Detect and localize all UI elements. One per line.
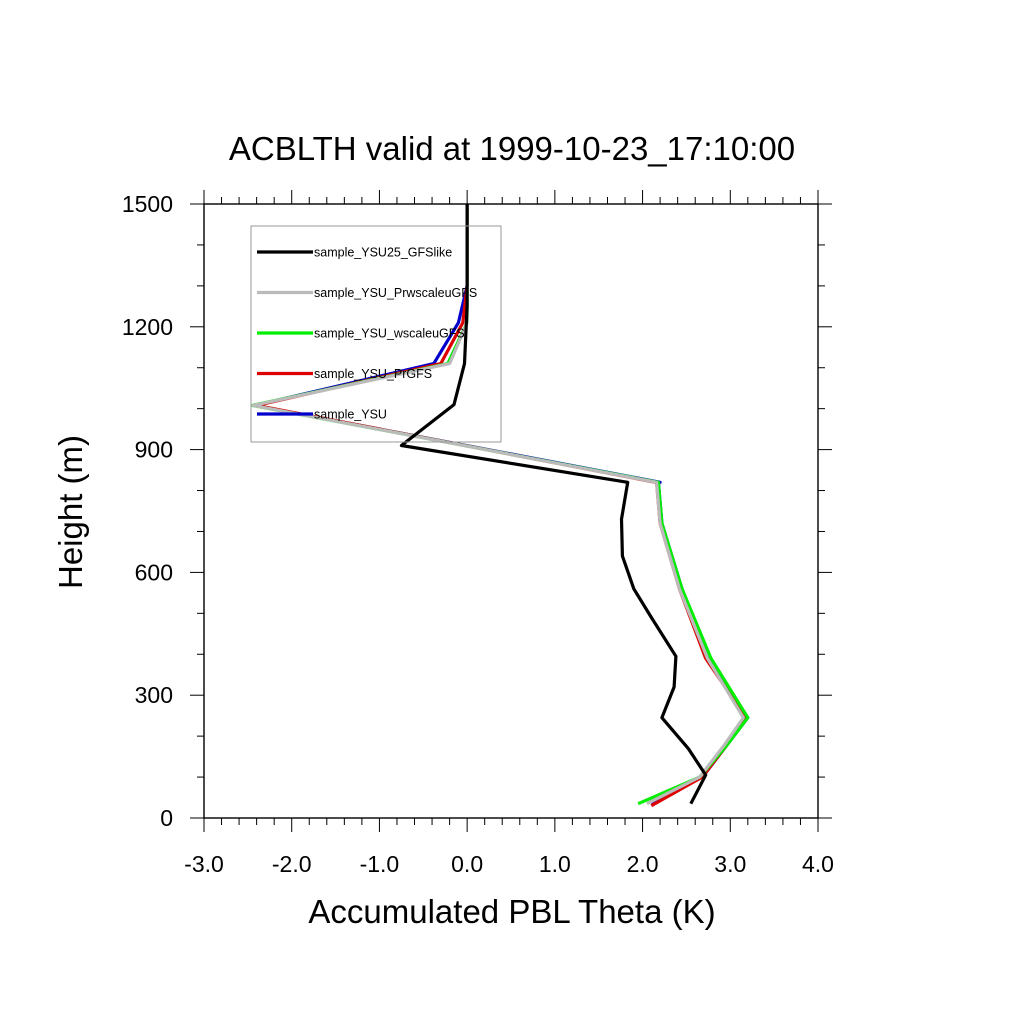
- legend-box: [250, 225, 502, 443]
- series-line-sample_YSU25_GFSlike: [399, 204, 708, 805]
- axis-ticks: [190, 190, 832, 832]
- x-tick-label: 2.0: [627, 851, 659, 877]
- series-lines: [250, 204, 750, 808]
- y-tick-label: 1500: [122, 191, 173, 217]
- x-axis-title: Accumulated PBL Theta (K): [308, 893, 715, 930]
- tick-labels: -3.0 -2.0 -1.0 0.0 1.0 2.0 3.0 4.0 0 300 600 900 120…: [122, 191, 834, 877]
- x-tick-label: 0.0: [451, 851, 483, 877]
- y-tick-label: 900: [135, 437, 173, 463]
- y-tick-label: 600: [135, 559, 173, 585]
- y-axis-title: Height (m): [52, 435, 89, 589]
- legend-label: sample_YSU_PrGFS: [314, 367, 432, 381]
- y-tick-label: 0: [160, 805, 173, 831]
- x-tick-label: -1.0: [360, 851, 400, 877]
- legend: sample_YSU25_GFSlike sample_YSU_Prwscaleu…: [250, 225, 502, 443]
- legend-label: sample_YSU_PrwscaleuGFS: [314, 286, 477, 300]
- y-tick-label: 300: [135, 682, 173, 708]
- legend-label: sample_YSU: [314, 408, 387, 422]
- x-tick-label: -3.0: [184, 851, 224, 877]
- y-tick-label: 1200: [122, 314, 173, 340]
- x-tick-label: -2.0: [272, 851, 312, 877]
- x-tick-label: 1.0: [539, 851, 571, 877]
- chart-title: ACBLTH valid at 1999-10-23_17:10:00: [229, 130, 795, 167]
- plot-frame: [203, 203, 819, 819]
- x-tick-label: 3.0: [714, 851, 746, 877]
- legend-label: sample_YSU_wscaleuGFS: [314, 327, 465, 341]
- x-tick-label: 4.0: [802, 851, 834, 877]
- legend-label: sample_YSU25_GFSlike: [314, 246, 452, 260]
